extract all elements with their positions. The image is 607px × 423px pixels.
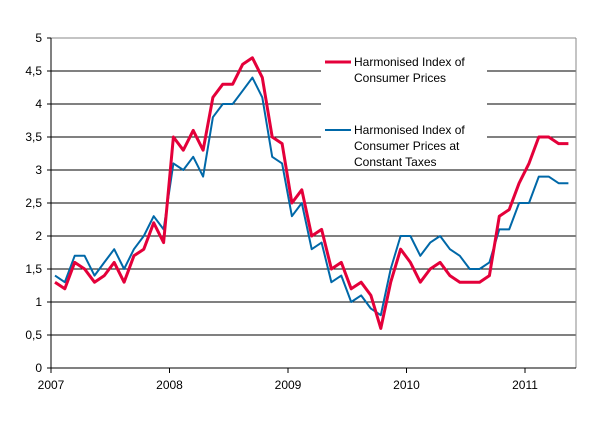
x-tick-label: 2011: [512, 378, 538, 392]
y-tick-label: 4,5: [25, 64, 42, 78]
x-tick-label: 2008: [156, 378, 183, 392]
series-line-hicp: [54, 56, 569, 330]
legend-label: Consumer Prices: [354, 71, 446, 85]
y-tick-label: 2,5: [25, 196, 42, 210]
legend-label: Harmonised Index of: [354, 55, 465, 69]
x-tick-label: 2010: [393, 378, 420, 392]
y-tick-label: 3,5: [25, 130, 42, 144]
legend-label: Harmonised Index of: [354, 123, 465, 137]
series-line-hicp-constant-taxes: [54, 76, 569, 317]
y-tick-label: 3: [35, 163, 42, 177]
y-tick-label: 4: [35, 97, 42, 111]
x-tick-label: 2009: [275, 378, 302, 392]
y-tick-label: 1: [35, 295, 42, 309]
series-lines: [54, 56, 569, 330]
y-tick-label: 1,5: [25, 262, 42, 276]
y-tick-label: 0,5: [25, 328, 42, 342]
gridlines: [51, 37, 577, 368]
x-tick-label: 2007: [38, 378, 65, 392]
legend-label: Consumer Prices at: [354, 139, 460, 153]
x-axis: 2007 2008 2009 2010 2011: [38, 367, 576, 392]
y-tick-label: 5: [35, 31, 42, 45]
y-tick-label: 0: [35, 361, 42, 375]
legend-label: Constant Taxes: [354, 155, 437, 169]
y-axis: 0 0,5 1 1,5 2 2,5 3 3,5 4 4,5 5: [25, 31, 52, 375]
legend: Harmonised Index of Consumer Prices Harmon…: [325, 55, 465, 169]
y-tick-label: 2: [35, 229, 42, 243]
